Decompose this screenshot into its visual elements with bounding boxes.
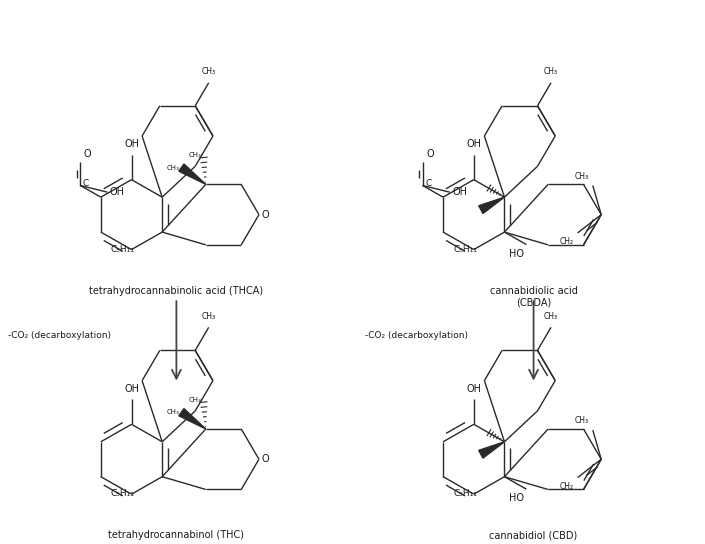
Text: CH₂: CH₂ <box>559 237 573 246</box>
Text: CH₃: CH₃ <box>575 171 589 181</box>
Text: OH: OH <box>466 384 482 393</box>
Text: O: O <box>262 209 269 220</box>
Text: CH₃: CH₃ <box>188 152 201 158</box>
Text: C₅H₁₁: C₅H₁₁ <box>111 245 135 254</box>
Text: CH₃: CH₃ <box>202 67 216 76</box>
Text: CH₂: CH₂ <box>559 481 573 491</box>
Text: cannabidiolic acid
(CBDA): cannabidiolic acid (CBDA) <box>490 286 577 307</box>
Text: -CO₂ (decarboxylation): -CO₂ (decarboxylation) <box>365 331 468 341</box>
Text: CH₃: CH₃ <box>166 164 179 171</box>
Text: C₅H₁₁: C₅H₁₁ <box>453 245 477 254</box>
Text: O: O <box>262 454 269 464</box>
Text: OH: OH <box>110 187 125 197</box>
Text: CH₃: CH₃ <box>202 312 216 321</box>
Text: CH₃: CH₃ <box>544 67 558 76</box>
Text: OH: OH <box>124 384 139 393</box>
Text: CH₃: CH₃ <box>544 312 558 321</box>
Text: OH: OH <box>466 139 482 149</box>
Text: C₅H₁₁: C₅H₁₁ <box>111 489 135 498</box>
Text: -CO₂ (decarboxylation): -CO₂ (decarboxylation) <box>8 331 111 341</box>
Text: C: C <box>425 180 431 188</box>
Text: tetrahydrocannabinol (THC): tetrahydrocannabinol (THC) <box>109 530 245 540</box>
Text: CH₃: CH₃ <box>188 397 201 403</box>
Text: OH: OH <box>124 139 139 149</box>
Text: CH₃: CH₃ <box>575 416 589 425</box>
Polygon shape <box>179 164 206 184</box>
Text: O: O <box>426 149 434 159</box>
Text: cannabidiol (CBD): cannabidiol (CBD) <box>489 530 577 540</box>
Text: C: C <box>83 180 89 188</box>
Text: O: O <box>84 149 92 159</box>
Polygon shape <box>479 197 505 213</box>
Text: C₅H₁₁: C₅H₁₁ <box>453 489 477 498</box>
Text: HO: HO <box>509 249 524 259</box>
Text: HO: HO <box>509 493 524 503</box>
Text: tetrahydrocannabinolic acid (THCA): tetrahydrocannabinolic acid (THCA) <box>90 286 264 295</box>
Text: CH₃: CH₃ <box>166 409 179 415</box>
Text: OH: OH <box>452 187 467 197</box>
Polygon shape <box>179 409 206 429</box>
Polygon shape <box>479 442 505 458</box>
